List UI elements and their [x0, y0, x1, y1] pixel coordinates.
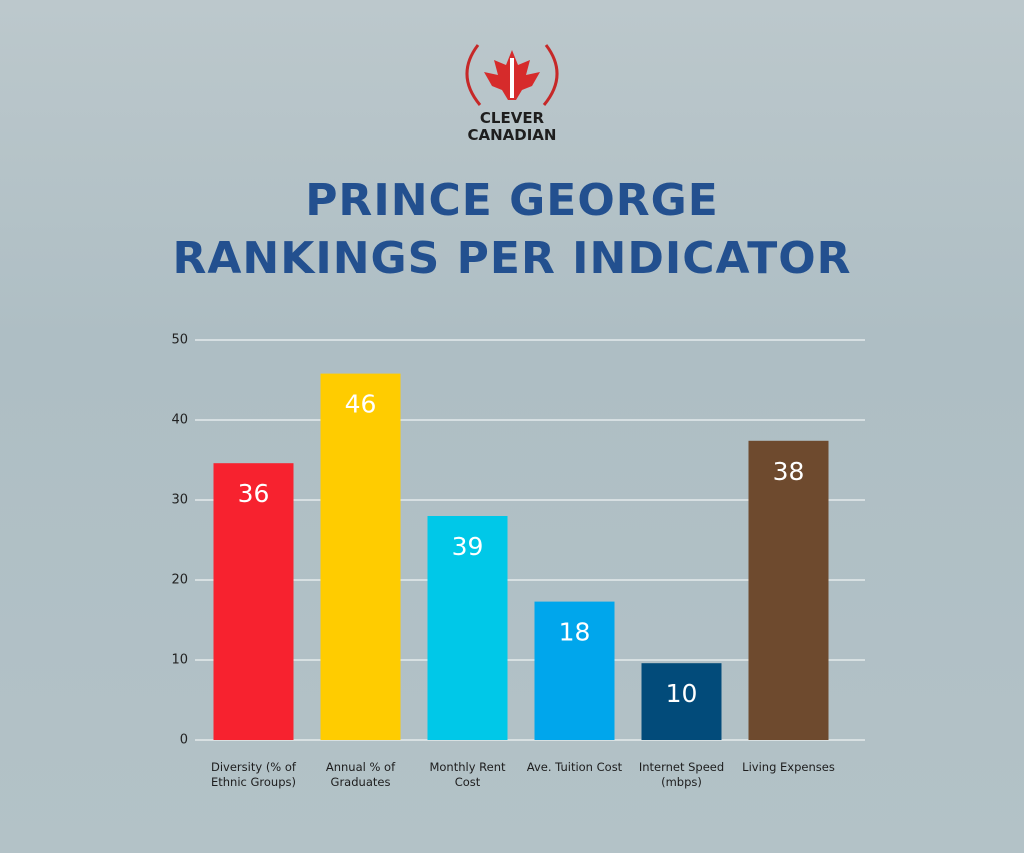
x-tick-label: Living Expenses	[742, 760, 835, 774]
y-tick-label: 20	[171, 573, 188, 588]
y-tick-label: 50	[171, 333, 188, 348]
bar-label: 46	[345, 390, 377, 419]
bar	[213, 463, 294, 740]
x-tick-label: Annual % of Graduates	[325, 760, 396, 789]
y-tick-label: 0	[180, 733, 188, 748]
y-tick-label: 30	[171, 493, 188, 508]
x-tick-label: Monthly Rent Cost	[429, 760, 506, 789]
x-tick-label: Ave. Tuition Cost	[526, 760, 623, 774]
chart-title: PRINCE GEORGE RANKINGS PER INDICATOR	[172, 175, 852, 284]
bar	[427, 516, 508, 740]
bar	[748, 440, 829, 740]
y-tick-label: 40	[171, 413, 188, 428]
bar-label: 38	[773, 457, 805, 486]
y-tick-label: 10	[171, 653, 188, 668]
x-tick-label: Internet Speed (mbps)	[638, 760, 725, 789]
bar-label: 10	[666, 679, 698, 708]
bar	[641, 663, 722, 740]
logo-emblem	[465, 44, 559, 106]
logo-text: CLEVER CANADIAN	[467, 109, 557, 144]
bar-label: 39	[452, 532, 484, 561]
bar-label: 36	[238, 479, 270, 508]
bar	[320, 373, 401, 740]
bar-label: 18	[559, 618, 591, 647]
bar	[534, 601, 615, 740]
x-tick-label: Diversity (% of Ethnic Groups)	[210, 760, 296, 789]
